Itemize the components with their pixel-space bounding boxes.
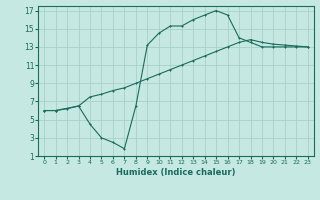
X-axis label: Humidex (Indice chaleur): Humidex (Indice chaleur) [116, 168, 236, 177]
